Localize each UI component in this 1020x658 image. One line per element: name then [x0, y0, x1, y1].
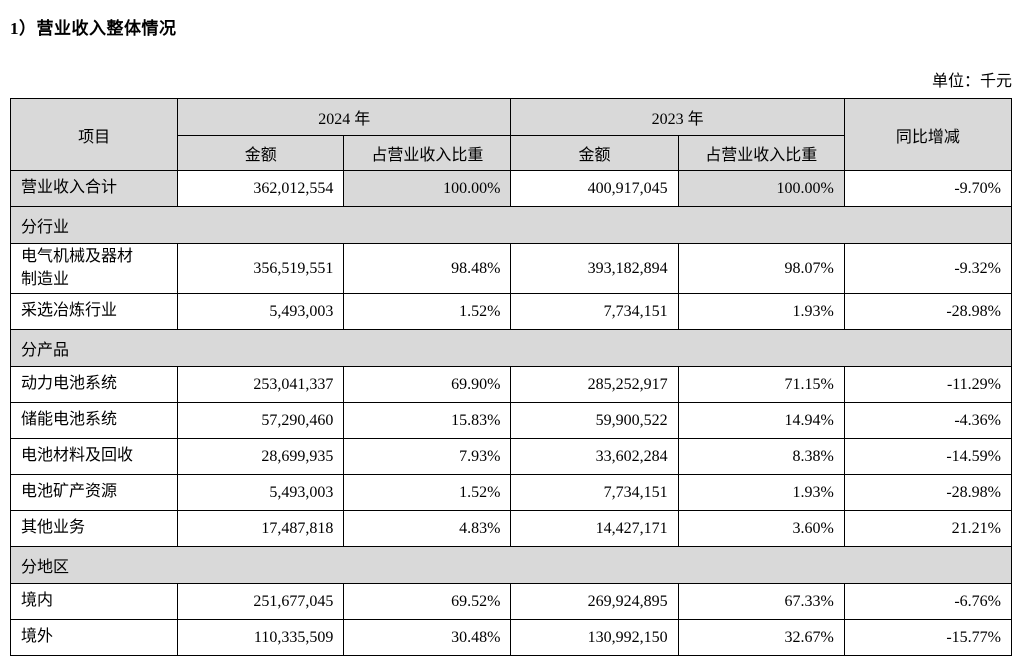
yoy-cell: -28.98% [843, 293, 1013, 330]
ratio-2023-cell: 100.00% [677, 170, 845, 207]
table-row-energy-storage: 储能电池系统 57,290,460 15.83% 59,900,522 14.9… [9, 402, 1013, 439]
table-row-overseas: 境外 110,335,509 30.48% 130,992,150 32.67%… [9, 619, 1013, 656]
ratio-2024-cell: 4.83% [343, 510, 512, 547]
amount-2023-cell: 14,427,171 [510, 510, 679, 547]
yoy-cell: -15.77% [843, 619, 1013, 656]
amount-2023-cell: 33,602,284 [510, 438, 679, 475]
row-label-cell: 电池矿产资源 [9, 474, 179, 511]
amount-2024-cell: 253,041,337 [177, 366, 345, 403]
yoy-cell: -4.36% [843, 402, 1013, 439]
ratio-2024-cell: 7.93% [343, 438, 512, 475]
ratio-2024-cell: 98.48% [343, 243, 512, 294]
section-label-cell: 分地区 [10, 546, 1012, 584]
section-label-cell: 分产品 [10, 329, 1012, 367]
table-row-electrical-machinery: 电气机械及器材 制造业 356,519,551 98.48% 393,182,8… [9, 243, 1013, 294]
yoy-cell: 21.21% [843, 510, 1013, 547]
ratio-2023-cell: 3.60% [677, 510, 845, 547]
section-label-cell: 分行业 [10, 206, 1012, 244]
amount-2024-cell: 356,519,551 [177, 243, 345, 294]
ratio-2024-cell: 1.52% [343, 474, 512, 511]
amount-2024-cell: 110,335,509 [177, 619, 345, 656]
amount-2024-cell: 362,012,554 [177, 170, 345, 207]
amount-2024-cell: 57,290,460 [177, 402, 345, 439]
header-year-2024: 2024 年 [177, 98, 512, 136]
header-amount-2024: 金额 [177, 135, 345, 171]
yoy-cell: -9.70% [843, 170, 1013, 207]
ratio-2024-cell: 100.00% [343, 170, 512, 207]
row-label-cell: 动力电池系统 [9, 366, 179, 403]
ratio-2023-cell: 14.94% [677, 402, 845, 439]
ratio-2023-cell: 67.33% [677, 583, 845, 620]
table-row-domestic: 境内 251,677,045 69.52% 269,924,895 67.33%… [9, 583, 1013, 620]
amount-2023-cell: 393,182,894 [510, 243, 679, 294]
ratio-2024-cell: 30.48% [343, 619, 512, 656]
amount-2023-cell: 285,252,917 [510, 366, 679, 403]
amount-2024-cell: 17,487,818 [177, 510, 345, 547]
ratio-2023-cell: 1.93% [677, 293, 845, 330]
amount-2024-cell: 5,493,003 [177, 293, 345, 330]
table-row-battery-materials: 电池材料及回收 28,699,935 7.93% 33,602,284 8.38… [9, 438, 1013, 475]
ratio-2023-cell: 98.07% [677, 243, 845, 294]
row-label-cell: 采选冶炼行业 [9, 293, 179, 330]
section-row-by-region: 分地区 [10, 546, 1012, 584]
revenue-table: 项目 2024 年 2023 年 同比增减 金额 占营业收入比重 金额 占营业收… [9, 98, 1013, 656]
section-row-by-industry: 分行业 [10, 206, 1012, 244]
row-label-cell: 电气机械及器材 制造业 [9, 243, 179, 294]
header-item: 项目 [9, 98, 179, 171]
row-label-cell: 境内 [9, 583, 179, 620]
section-row-by-product: 分产品 [10, 329, 1012, 367]
yoy-cell: -9.32% [843, 243, 1013, 294]
row-label-cell: 营业收入合计 [9, 170, 179, 207]
header-year-2023: 2023 年 [510, 98, 845, 136]
header-ratio-2024: 占营业收入比重 [343, 135, 512, 171]
amount-2024-cell: 5,493,003 [177, 474, 345, 511]
amount-2023-cell: 7,734,151 [510, 474, 679, 511]
table-row-other-business: 其他业务 17,487,818 4.83% 14,427,171 3.60% 2… [9, 510, 1013, 547]
ratio-2024-cell: 69.90% [343, 366, 512, 403]
amount-2024-cell: 28,699,935 [177, 438, 345, 475]
row-label-cell: 储能电池系统 [9, 402, 179, 439]
header-amount-2023: 金额 [510, 135, 679, 171]
amount-2023-cell: 269,924,895 [510, 583, 679, 620]
ratio-2024-cell: 69.52% [343, 583, 512, 620]
ratio-2023-cell: 71.15% [677, 366, 845, 403]
row-label-cell: 其他业务 [9, 510, 179, 547]
yoy-cell: -6.76% [843, 583, 1013, 620]
table-header-row-metrics: 金额 占营业收入比重 金额 占营业收入比重 [11, 135, 1012, 171]
header-yoy: 同比增减 [843, 98, 1013, 171]
row-label-cell: 电池材料及回收 [9, 438, 179, 475]
table-row-mining-smelting: 采选冶炼行业 5,493,003 1.52% 7,734,151 1.93% -… [9, 293, 1013, 330]
ratio-2024-cell: 15.83% [343, 402, 512, 439]
unit-label: 单位：千元 [931, 73, 1012, 90]
yoy-cell: -28.98% [843, 474, 1013, 511]
amount-2023-cell: 59,900,522 [510, 402, 679, 439]
header-ratio-2023: 占营业收入比重 [677, 135, 845, 171]
ratio-2023-cell: 8.38% [677, 438, 845, 475]
yoy-cell: -14.59% [843, 438, 1013, 475]
page-title: 1）营业收入整体情况 [10, 19, 177, 38]
table-row-battery-minerals: 电池矿产资源 5,493,003 1.52% 7,734,151 1.93% -… [9, 474, 1013, 511]
ratio-2023-cell: 1.93% [677, 474, 845, 511]
table-row-power-battery: 动力电池系统 253,041,337 69.90% 285,252,917 71… [9, 366, 1013, 403]
amount-2023-cell: 130,992,150 [510, 619, 679, 656]
ratio-2023-cell: 32.67% [677, 619, 845, 656]
row-label-cell: 境外 [9, 619, 179, 656]
yoy-cell: -11.29% [843, 366, 1013, 403]
table-header-row-years: 项目 2024 年 2023 年 同比增减 [9, 98, 1013, 171]
amount-2023-cell: 400,917,045 [510, 170, 679, 207]
amount-2023-cell: 7,734,151 [510, 293, 679, 330]
table-row-total-revenue: 营业收入合计 362,012,554 100.00% 400,917,045 1… [9, 170, 1013, 207]
ratio-2024-cell: 1.52% [343, 293, 512, 330]
amount-2024-cell: 251,677,045 [177, 583, 345, 620]
